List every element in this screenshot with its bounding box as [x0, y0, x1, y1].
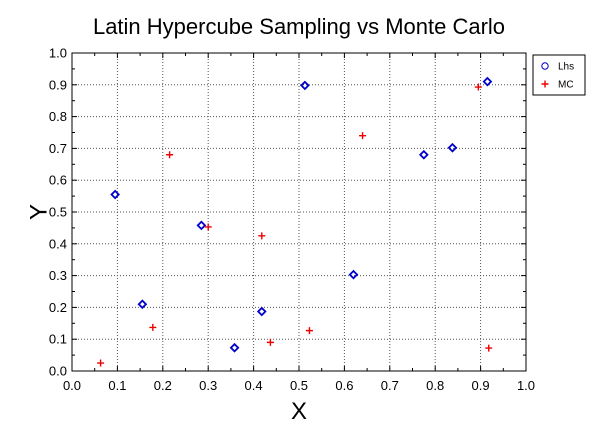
x-tick-label: 0.1 [108, 378, 126, 393]
legend-label-lhs: Lhs [558, 62, 574, 73]
mc-point [149, 323, 157, 331]
axis-ticks: 0.0 0.1 0.2 0.3 0.4 0.5 0.6 0.7 0.8 0.9 1.0 0.0 0.1 0… [49, 46, 535, 394]
legend-label-mc: MC [558, 80, 574, 91]
series-lhs [110, 76, 493, 353]
x-tick-label: 0.3 [199, 378, 217, 393]
y-tick-label: 0.2 [49, 300, 67, 315]
mc-point [204, 223, 212, 231]
data-series [97, 76, 493, 367]
mc-point [97, 359, 105, 367]
y-tick-label: 0.1 [49, 332, 67, 347]
legend: Lhs MC [532, 54, 586, 96]
x-tick-label: 0.0 [63, 378, 81, 393]
mc-point [266, 338, 274, 346]
x-tick-label: 1.0 [517, 378, 535, 393]
x-tick-label: 0.4 [245, 378, 263, 393]
lhs-point [196, 220, 207, 231]
lhs-point [300, 80, 310, 91]
y-tick-label: 0.8 [49, 109, 67, 124]
lhs-point [137, 299, 148, 310]
mc-point [258, 232, 266, 240]
x-axis-label: X [291, 398, 307, 424]
legend-box [532, 54, 586, 96]
legend-marker-lhs [541, 62, 549, 70]
lhs-point [110, 189, 121, 200]
y-tick-label: 0.7 [49, 141, 67, 156]
y-tick-label: 0.5 [49, 205, 67, 220]
y-tick-label: 0.9 [49, 77, 67, 92]
lhs-point [256, 306, 267, 317]
y-tick-label: 1.0 [49, 46, 67, 61]
y-tick-label: 0.0 [49, 364, 67, 379]
legend-marker-mc [541, 80, 549, 88]
lhs-point [229, 342, 240, 353]
lhs-point [447, 142, 458, 153]
y-tick-label: 0.3 [49, 268, 67, 283]
mc-point [305, 327, 313, 335]
x-tick-label: 0.8 [426, 378, 444, 393]
grid-lines [72, 53, 526, 371]
lhs-point [482, 76, 493, 87]
y-tick-label: 0.4 [49, 236, 67, 251]
y-tick-label: 0.6 [49, 173, 67, 188]
x-tick-label: 0.2 [154, 378, 172, 393]
series-mc [97, 83, 493, 367]
lhs-point [348, 269, 359, 280]
mc-point [485, 344, 493, 352]
mc-point [166, 151, 174, 159]
y-axis-label: Y [25, 204, 52, 220]
x-tick-label: 0.6 [335, 378, 353, 393]
x-tick-label: 0.7 [381, 378, 399, 393]
x-tick-label: 0.9 [472, 378, 490, 393]
mc-point [474, 83, 482, 91]
chart-title: Latin Hypercube Sampling vs Monte Carlo [93, 14, 505, 39]
mc-point [359, 132, 367, 140]
x-tick-label: 0.5 [290, 378, 308, 393]
lhs-point [418, 149, 429, 160]
